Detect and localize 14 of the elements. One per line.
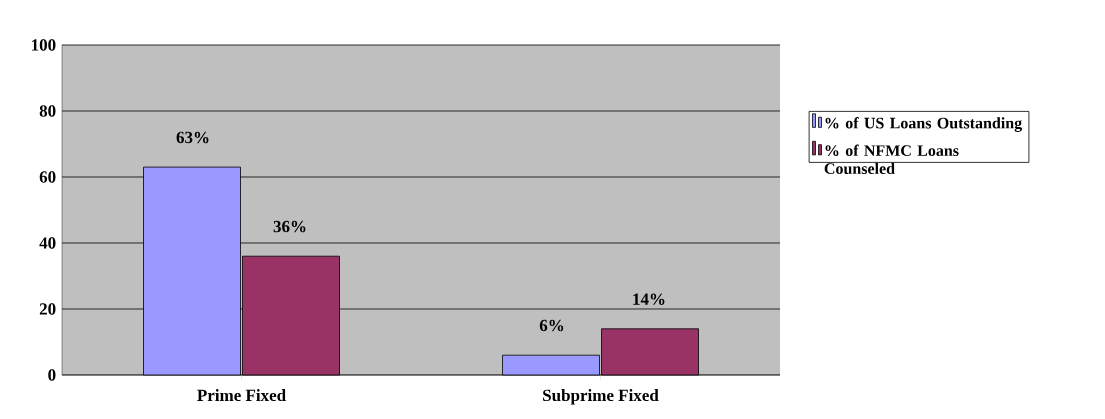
- data-label: 63%: [176, 131, 209, 144]
- data-label: 36%: [273, 220, 306, 233]
- y-tick-label: 60: [39, 171, 56, 183]
- y-tick-label: 40: [39, 237, 56, 249]
- x-tick-label: Subprime Fixed: [543, 389, 659, 405]
- y-tick-label: 20: [39, 303, 56, 315]
- y-tick-label: 100: [32, 39, 56, 51]
- legend-label: % of NFMC Loans Counseled: [824, 144, 959, 175]
- y-tick-label: 80: [39, 105, 56, 117]
- y-tick-label: 0: [48, 369, 56, 381]
- data-label: 6%: [539, 319, 564, 332]
- x-tick-label: Prime Fixed: [197, 389, 286, 402]
- data-label: 14%: [633, 293, 665, 305]
- legend-label: % of US Loans Outstanding: [825, 117, 1023, 132]
